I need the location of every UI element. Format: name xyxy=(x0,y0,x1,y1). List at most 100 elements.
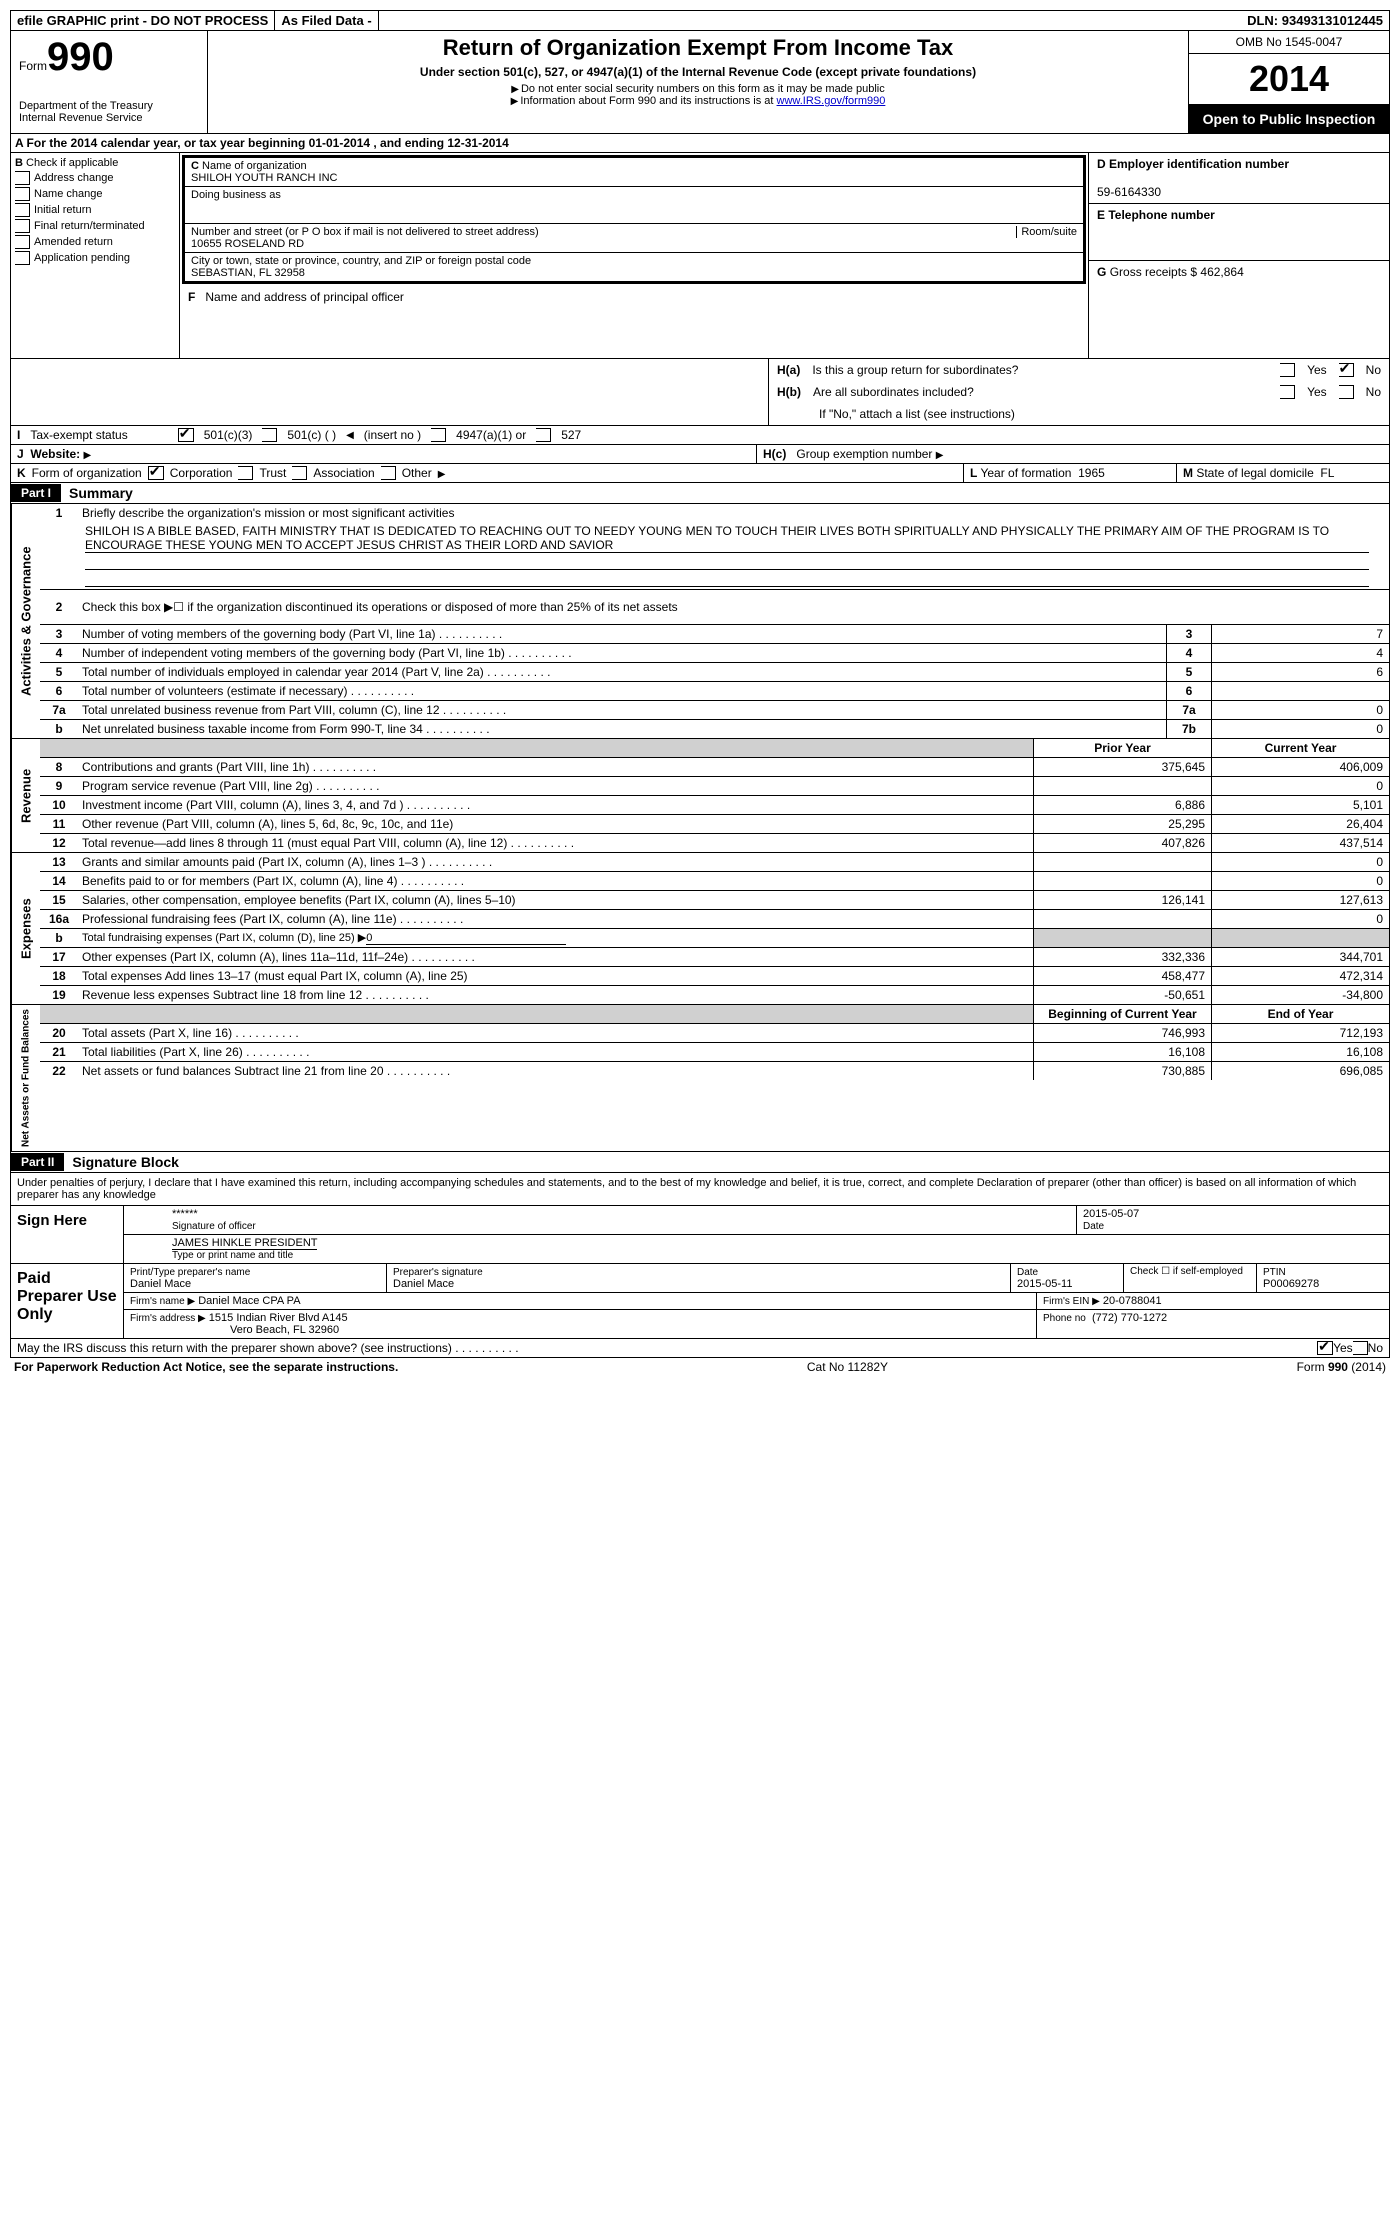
insert-no-label: (insert no ) xyxy=(364,428,421,442)
l6-val xyxy=(1211,682,1389,700)
app-pending-checkbox[interactable] xyxy=(15,251,30,265)
header-center: Return of Organization Exempt From Incom… xyxy=(208,31,1188,133)
dln: DLN: 93493131012445 xyxy=(1241,11,1389,30)
4947-checkbox[interactable] xyxy=(431,428,446,442)
l2-desc: Check this box ▶☐ if the organization di… xyxy=(78,598,1389,616)
date-label-2: Date xyxy=(1017,1267,1038,1278)
hc-text: Group exemption number xyxy=(796,447,932,461)
name-change-label: Name change xyxy=(34,188,103,200)
name-change-checkbox[interactable] xyxy=(15,187,30,201)
discuss-yes-checkbox[interactable] xyxy=(1317,1341,1333,1355)
l7b-lbl: 7b xyxy=(1166,720,1211,738)
l6-lbl: 6 xyxy=(1166,682,1211,700)
name-address-box: C Name of organization SHILOH YOUTH RANC… xyxy=(182,155,1086,284)
discuss-text: May the IRS discuss this return with the… xyxy=(17,1341,1317,1355)
yes-label-2: Yes xyxy=(1307,385,1327,399)
sig-officer-label: Signature of officer xyxy=(172,1221,256,1232)
l12-desc: Total revenue—add lines 8 through 11 (mu… xyxy=(78,834,1033,852)
type-name-label: Type or print name and title xyxy=(172,1250,293,1261)
name-label: Name of organization xyxy=(202,160,307,172)
l16b-desc: Total fundraising expenses (Part IX, col… xyxy=(78,929,1033,947)
prep-name: Daniel Mace xyxy=(130,1278,191,1290)
form-header: Form990 Department of the Treasury Inter… xyxy=(10,31,1390,134)
l16b-prior-grey xyxy=(1033,929,1211,947)
col-d: D Employer identification number 59-6164… xyxy=(1089,153,1389,358)
l13-desc: Grants and similar amounts paid (Part IX… xyxy=(78,853,1033,871)
l22-prior: 730,885 xyxy=(1033,1062,1211,1080)
l3-lbl: 3 xyxy=(1166,625,1211,643)
form-word: Form xyxy=(19,59,47,73)
l20-desc: Total assets (Part X, line 16) xyxy=(78,1024,1033,1042)
ha-yes-checkbox[interactable] xyxy=(1280,363,1295,377)
l13-current: 0 xyxy=(1211,853,1389,871)
corp-label: Corporation xyxy=(170,466,233,480)
l21-prior: 16,108 xyxy=(1033,1043,1211,1061)
end-year-header: End of Year xyxy=(1211,1005,1389,1023)
ein-value: 59-6164330 xyxy=(1097,185,1161,199)
501c-label: 501(c) ( ) xyxy=(287,428,336,442)
part2-title: Signature Block xyxy=(64,1152,187,1172)
l8-prior: 375,645 xyxy=(1033,758,1211,776)
part1-header: Part I Summary xyxy=(10,483,1390,504)
hb-note: If "No," attach a list (see instructions… xyxy=(769,403,1389,425)
j-label: J xyxy=(17,447,24,461)
discuss-row: May the IRS discuss this return with the… xyxy=(11,1339,1389,1357)
phone-cell: E Telephone number xyxy=(1089,204,1389,261)
l3-desc: Number of voting members of the governin… xyxy=(78,625,1166,643)
trust-label: Trust xyxy=(259,466,286,480)
m-label: M xyxy=(1183,466,1193,480)
discuss-no-checkbox[interactable] xyxy=(1353,1341,1368,1355)
ptin-value: P00069278 xyxy=(1263,1278,1319,1290)
subtitle-2: Do not enter social security numbers on … xyxy=(216,83,1180,95)
l5-lbl: 5 xyxy=(1166,663,1211,681)
no-label: No xyxy=(1366,363,1381,377)
h-block: H(a) Is this a group return for subordin… xyxy=(11,358,1389,425)
assoc-checkbox[interactable] xyxy=(292,466,307,480)
side-expenses: Expenses xyxy=(11,853,40,1004)
initial-return-checkbox[interactable] xyxy=(15,203,30,217)
footer-center: Cat No 11282Y xyxy=(807,1360,888,1374)
501c-checkbox[interactable] xyxy=(262,428,277,442)
amended-label: Amended return xyxy=(34,236,113,248)
subtitle-3: Information about Form 990 and its instr… xyxy=(216,95,1180,107)
hb-no-checkbox[interactable] xyxy=(1339,385,1354,399)
ha-no-checkbox[interactable] xyxy=(1339,363,1354,377)
l10-current: 5,101 xyxy=(1211,796,1389,814)
corp-checkbox[interactable] xyxy=(148,466,164,480)
row-a: A For the 2014 calendar year, or tax yea… xyxy=(11,134,1389,153)
c-label: C xyxy=(191,160,199,172)
footer: For Paperwork Reduction Act Notice, see … xyxy=(10,1358,1390,1376)
final-return-checkbox[interactable] xyxy=(15,219,30,233)
street-cell: Number and street (or P O box if mail is… xyxy=(185,224,1083,253)
addr-change-checkbox[interactable] xyxy=(15,171,30,185)
527-checkbox[interactable] xyxy=(536,428,551,442)
l21-desc: Total liabilities (Part X, line 26) xyxy=(78,1043,1033,1061)
phone-value: (772) 770-1272 xyxy=(1092,1312,1167,1324)
ha-label: H(a) xyxy=(777,363,800,377)
l11-desc: Other revenue (Part VIII, column (A), li… xyxy=(78,815,1033,833)
l5-desc: Total number of individuals employed in … xyxy=(78,663,1166,681)
501c3-checkbox[interactable] xyxy=(178,428,194,442)
section-a: A For the 2014 calendar year, or tax yea… xyxy=(10,134,1390,483)
l19-current: -34,800 xyxy=(1211,986,1389,1004)
signature-block: Under penalties of perjury, I declare th… xyxy=(10,1173,1390,1358)
amended-checkbox[interactable] xyxy=(15,235,30,249)
city-label: City or town, state or province, country… xyxy=(191,255,531,267)
mission-content: SHILOH IS A BIBLE BASED, FAITH MINISTRY … xyxy=(85,524,1369,553)
527-label: 527 xyxy=(561,428,581,442)
l12-num: 12 xyxy=(40,834,78,852)
hb-yes-checkbox[interactable] xyxy=(1280,385,1295,399)
l18-desc: Total expenses Add lines 13–17 (must equ… xyxy=(78,967,1033,985)
l5-val: 6 xyxy=(1211,663,1389,681)
irs-link[interactable]: www.IRS.gov/form990 xyxy=(777,95,886,107)
side-activities: Activities & Governance xyxy=(11,504,40,738)
l18-prior: 458,477 xyxy=(1033,967,1211,985)
other-checkbox[interactable] xyxy=(381,466,396,480)
hc-label: H(c) xyxy=(763,447,786,461)
dept-treasury: Department of the Treasury xyxy=(19,100,199,112)
trust-checkbox[interactable] xyxy=(238,466,253,480)
domicile-label: State of legal domicile xyxy=(1196,466,1313,480)
l8-current: 406,009 xyxy=(1211,758,1389,776)
l4-num: 4 xyxy=(40,644,78,662)
l7b-desc: Net unrelated business taxable income fr… xyxy=(78,720,1166,738)
